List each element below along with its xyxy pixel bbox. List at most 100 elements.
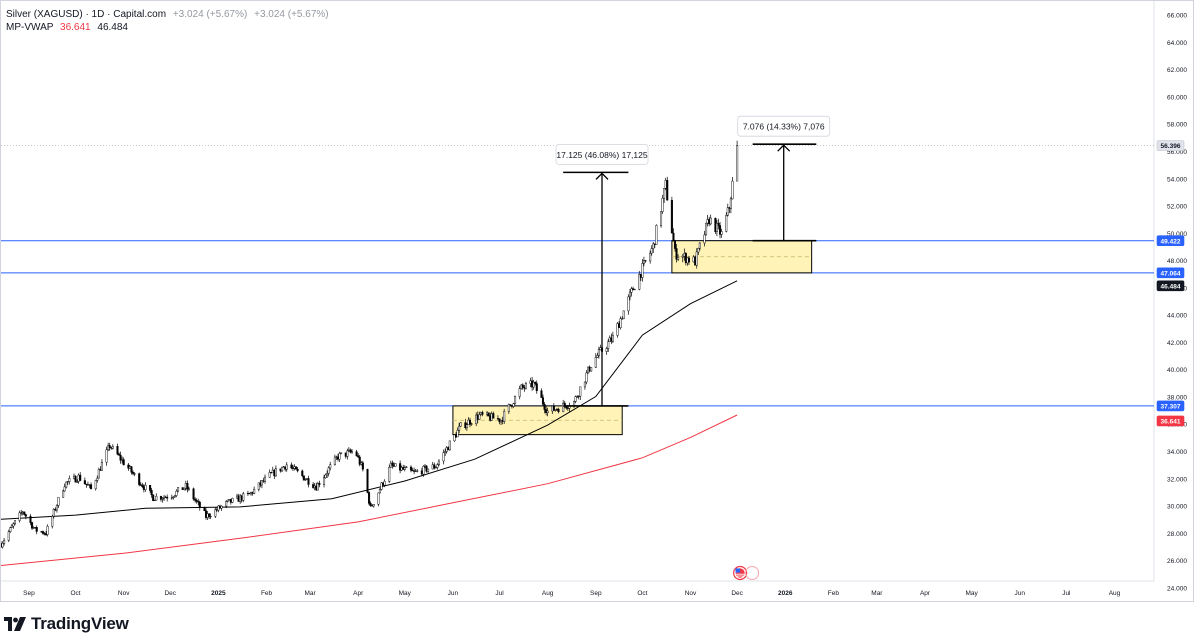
candle-body — [416, 470, 419, 472]
candle — [203, 506, 206, 512]
candle-body — [659, 211, 663, 226]
candle-body — [512, 403, 515, 407]
candle — [338, 451, 341, 462]
candle-body — [116, 445, 119, 455]
candle — [116, 443, 119, 456]
candle-body — [399, 463, 402, 471]
candle — [242, 491, 245, 503]
candle — [231, 497, 234, 504]
candle-body — [172, 496, 175, 498]
candle-body — [661, 197, 664, 212]
candle — [590, 367, 593, 372]
candle-body — [552, 405, 555, 411]
candle-body — [675, 248, 678, 260]
price-axis-label-bg — [1156, 400, 1185, 412]
candle — [304, 478, 307, 481]
candle-body — [194, 498, 197, 501]
candle-body — [66, 481, 69, 483]
candle — [369, 501, 372, 507]
candle — [594, 353, 597, 368]
candle — [524, 381, 527, 390]
candle — [326, 470, 329, 478]
candle — [541, 394, 545, 407]
candle-body — [153, 499, 156, 501]
candle-body — [257, 482, 260, 490]
candle — [543, 402, 546, 414]
y-tick-label: 38.000 — [1167, 394, 1187, 401]
price-chart[interactable]: 24.00026.00028.00030.00032.00034.00036.0… — [1, 1, 1194, 602]
candle-body — [242, 493, 245, 501]
candle — [478, 411, 481, 421]
candle-body — [304, 479, 307, 481]
chart-legend: Silver (XAGUSD) · 1D · Capital.com +3.02… — [6, 8, 329, 34]
candle — [642, 256, 645, 267]
candle — [650, 245, 653, 256]
candle — [697, 247, 700, 255]
candle-body — [226, 499, 229, 502]
x-tick-label: 2026 — [778, 590, 793, 597]
candle-body — [514, 396, 517, 405]
x-tick-label: Jun — [1015, 590, 1026, 597]
candle — [3, 538, 6, 546]
candle — [411, 467, 414, 472]
candle-body — [456, 430, 459, 438]
x-tick-label: Mar — [871, 590, 883, 597]
candle — [628, 289, 631, 301]
candle-body — [409, 466, 413, 471]
candle — [695, 248, 698, 269]
candle — [687, 255, 690, 265]
candle-body — [150, 490, 153, 496]
candle-body — [175, 490, 178, 496]
tradingview-logo[interactable]: TradingView — [4, 614, 129, 634]
candle-body — [97, 469, 100, 479]
candle — [161, 497, 164, 503]
candle-body — [357, 455, 360, 458]
price-axis-label-text: 36.641 — [1161, 419, 1181, 426]
x-tick-label: Feb — [828, 590, 840, 597]
candle — [470, 422, 473, 426]
candle-body — [372, 504, 375, 507]
chart-pane[interactable]: 24.00026.00028.00030.00032.00034.00036.0… — [0, 0, 1194, 602]
candle-body — [705, 222, 708, 236]
candle-body — [650, 248, 653, 254]
candle — [263, 474, 267, 484]
candle — [83, 477, 86, 485]
candle — [673, 239, 677, 252]
candle — [208, 513, 211, 519]
candle-body — [369, 503, 372, 506]
candle — [583, 381, 586, 390]
us-flag-event-icon — [733, 565, 760, 581]
candle — [377, 492, 380, 507]
change-pct-2: (+5.67%) — [287, 9, 329, 20]
candle — [719, 221, 722, 239]
candle — [422, 465, 425, 477]
candle-body — [225, 501, 228, 507]
candle-body — [616, 323, 619, 336]
x-tick-label: Dec — [731, 590, 743, 597]
candle-body — [214, 509, 217, 517]
candle-body — [597, 349, 600, 356]
candle-body — [198, 501, 201, 508]
candle-body — [649, 252, 652, 262]
price-axis-label: 47.064 — [1156, 267, 1185, 279]
candle — [644, 260, 647, 263]
candle-body — [220, 505, 223, 509]
candle — [425, 465, 428, 473]
candle — [296, 467, 299, 473]
candle-body — [590, 367, 593, 372]
candle-body — [301, 470, 304, 477]
vwap-line — [1, 280, 738, 520]
y-tick-label: 44.000 — [1167, 313, 1187, 320]
candle — [399, 460, 402, 474]
candle — [130, 466, 133, 475]
candle-body — [717, 223, 720, 226]
candle — [18, 510, 21, 523]
candle-body — [119, 454, 122, 461]
candle — [12, 522, 15, 529]
candle — [9, 526, 12, 533]
candle-body — [231, 497, 234, 503]
candle-body — [378, 489, 381, 494]
candle-body — [209, 516, 212, 518]
candle-body — [263, 476, 267, 482]
candle — [672, 228, 675, 242]
